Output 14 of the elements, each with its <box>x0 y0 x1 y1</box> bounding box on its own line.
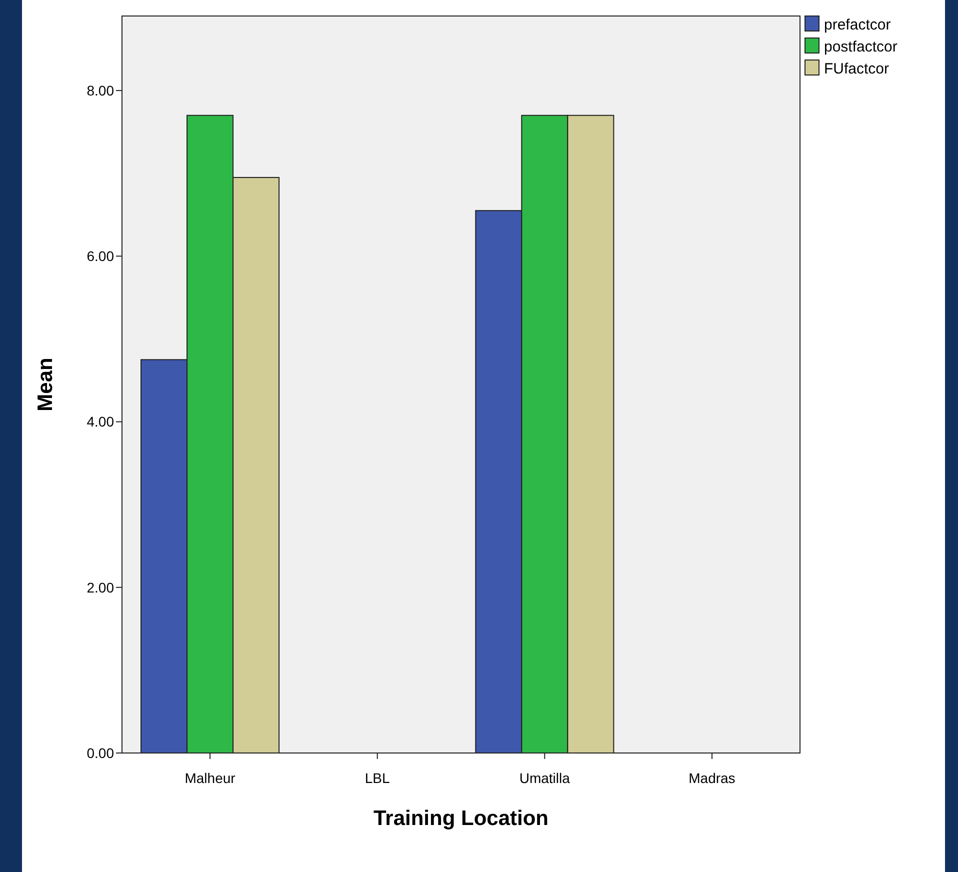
x-tick-label: Malheur <box>184 770 236 786</box>
y-tick-label: 0.00 <box>86 744 114 761</box>
y-tick-label: 8.00 <box>86 82 114 98</box>
legend-label: FUfactcor <box>824 60 890 78</box>
x-axis-title: Training Location <box>373 807 549 830</box>
x-tick-label: LBL <box>364 770 390 786</box>
legend-label: postfactcor <box>824 38 898 56</box>
y-tick-label: 2.00 <box>86 579 114 596</box>
legend-label: prefactcor <box>824 16 891 34</box>
y-axis-title: Mean <box>34 358 57 412</box>
x-tick-label: Madras <box>688 770 736 786</box>
y-tick-label: 4.00 <box>86 414 114 430</box>
x-tick-label: Umatilla <box>519 770 570 786</box>
y-tick-label: 6.00 <box>86 248 114 264</box>
